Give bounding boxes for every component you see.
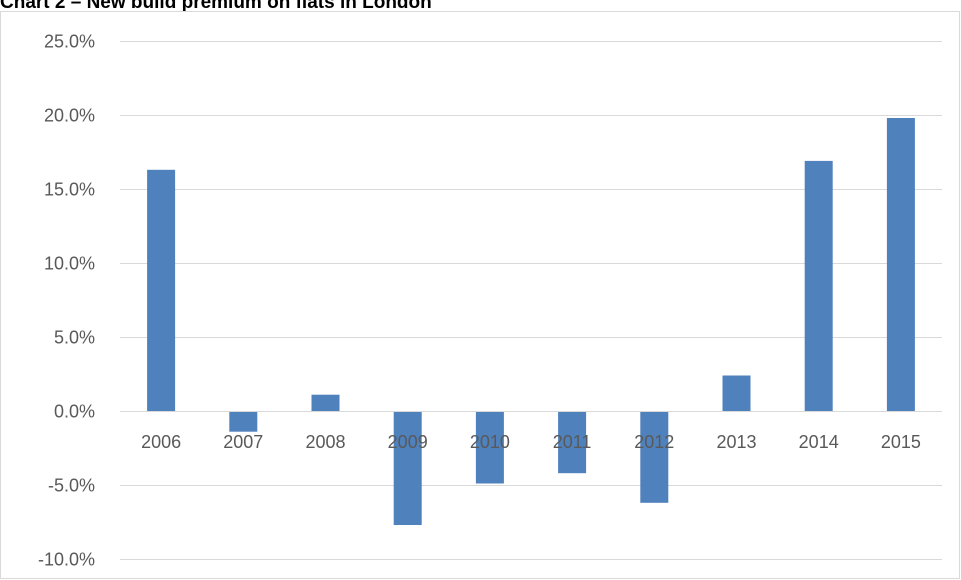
x-tick-label: 2008	[305, 432, 345, 452]
y-tick-label: 25.0%	[44, 32, 95, 52]
x-tick-label: 2014	[799, 432, 839, 452]
bar-2011	[558, 411, 587, 474]
y-tick-label: 20.0%	[44, 106, 95, 126]
y-tick-label: -5.0%	[48, 476, 95, 496]
x-tick-label: 2009	[388, 432, 428, 452]
bar-2007	[229, 411, 258, 432]
bar-2014	[804, 160, 833, 411]
bar-2015	[886, 118, 915, 411]
y-tick-label: 10.0%	[44, 254, 95, 274]
bars	[147, 118, 915, 525]
x-axis-category-labels: 2006 2007 2008 2009 2010 2011 2012 2013 2014 2015	[141, 432, 921, 452]
x-tick-label: 2015	[881, 432, 921, 452]
bar-2013	[722, 375, 751, 411]
y-tick-label: 15.0%	[44, 180, 95, 200]
x-tick-label: 2011	[553, 432, 592, 452]
x-tick-label: 2010	[470, 432, 510, 452]
x-tick-label: 2013	[716, 432, 756, 452]
bar-2008	[311, 394, 340, 411]
x-tick-label: 2006	[141, 432, 181, 452]
x-tick-label: 2012	[634, 432, 674, 452]
gridlines	[120, 41, 942, 560]
y-tick-label: 5.0%	[54, 328, 95, 348]
chart-title: Chart 2 – New build premium on flats in …	[0, 0, 432, 13]
y-axis-tick-labels: 25.0% 20.0% 15.0% 10.0% 5.0% 0.0% -5.0% -10.0%	[38, 32, 95, 570]
bar-2012	[640, 411, 669, 503]
chart-area	[0, 11, 960, 579]
x-tick-label: 2007	[223, 432, 263, 452]
bar-2006	[147, 169, 176, 411]
bar-2010	[475, 411, 504, 484]
y-tick-label: 0.0%	[54, 402, 95, 422]
bar-2009	[393, 411, 422, 525]
y-tick-label: -10.0%	[38, 550, 95, 570]
